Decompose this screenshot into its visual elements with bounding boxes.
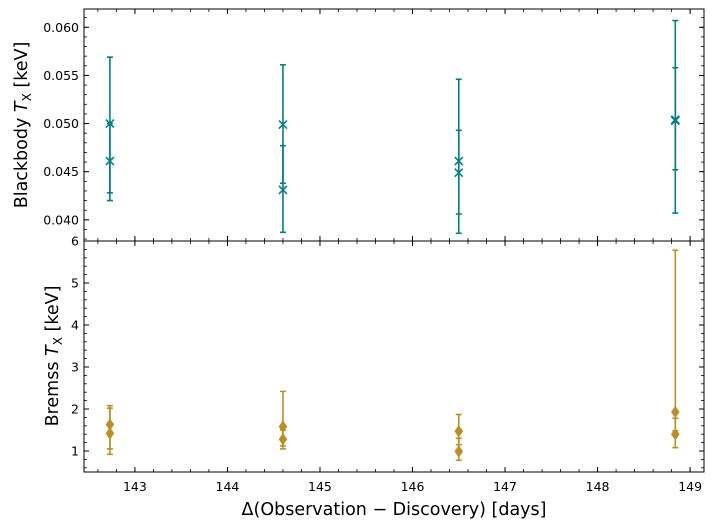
y-tick-label: 0.055 (43, 68, 79, 83)
data-point (105, 122, 115, 202)
diamond-marker (454, 445, 464, 458)
bottom-panel-frame (83, 240, 705, 473)
data-point (278, 144, 288, 234)
y-tick-label: 5 (71, 276, 79, 291)
x-tick-label: 147 (493, 479, 517, 494)
top-panel-frame (83, 8, 705, 242)
x-marker (670, 116, 680, 126)
diamond-marker (671, 405, 680, 419)
x-marker (105, 156, 115, 166)
top-data-layer (105, 19, 680, 235)
x-marker (278, 119, 288, 130)
y-tick-label: 4 (71, 318, 79, 333)
diamond-marker (454, 425, 464, 438)
top-panel: 0.040 0.045 0.050 0.055 0.060 Blackbody TX [… (12, 8, 705, 242)
x-tick-label: 143 (123, 479, 147, 494)
x-tick-label: 149 (678, 479, 702, 494)
x-tick-label: 146 (401, 479, 425, 494)
bottom-data-layer (105, 249, 680, 462)
diamond-marker (671, 427, 680, 441)
y-tick-label: 3 (71, 360, 79, 375)
data-point (671, 249, 680, 432)
y-tick-label: 0.060 (43, 20, 79, 35)
bottom-axis-ticks: 1 2 3 4 5 6 (71, 234, 704, 472)
y-tick-label: 6 (71, 234, 79, 249)
top-axis-ticks: 0.040 0.045 0.050 0.055 0.060 (43, 9, 704, 241)
y-tick-label: 2 (71, 402, 79, 417)
x-tick-label: 145 (308, 479, 332, 494)
y-tick-label: 0.045 (43, 164, 79, 179)
x-tick-label: 148 (586, 479, 610, 494)
x-marker (454, 168, 464, 178)
diamond-marker (278, 433, 288, 446)
data-point (278, 429, 288, 450)
x-tick-label: 144 (216, 479, 240, 494)
bottom-y-axis-label: Bremss TX [keV] (43, 286, 65, 427)
y-tick-label: 1 (71, 444, 79, 459)
y-tick-label: 0.040 (43, 212, 79, 227)
data-point (105, 407, 115, 456)
data-point (671, 417, 680, 449)
diamond-marker (105, 427, 115, 440)
bottom-panel: 1 2 3 4 5 6 Bremss TX [keV] (43, 234, 705, 473)
x-axis-label: Δ(Observation − Discovery) [days] (242, 500, 547, 520)
data-point (454, 437, 464, 462)
data-point (670, 66, 680, 171)
top-y-axis-label: Blackbody TX [keV] (12, 42, 34, 209)
x-axis-ticks: 143 144 145 146 147 148 149 (123, 479, 702, 494)
data-point (454, 129, 464, 235)
y-tick-label: 0.050 (43, 116, 79, 131)
x-marker (278, 185, 288, 195)
